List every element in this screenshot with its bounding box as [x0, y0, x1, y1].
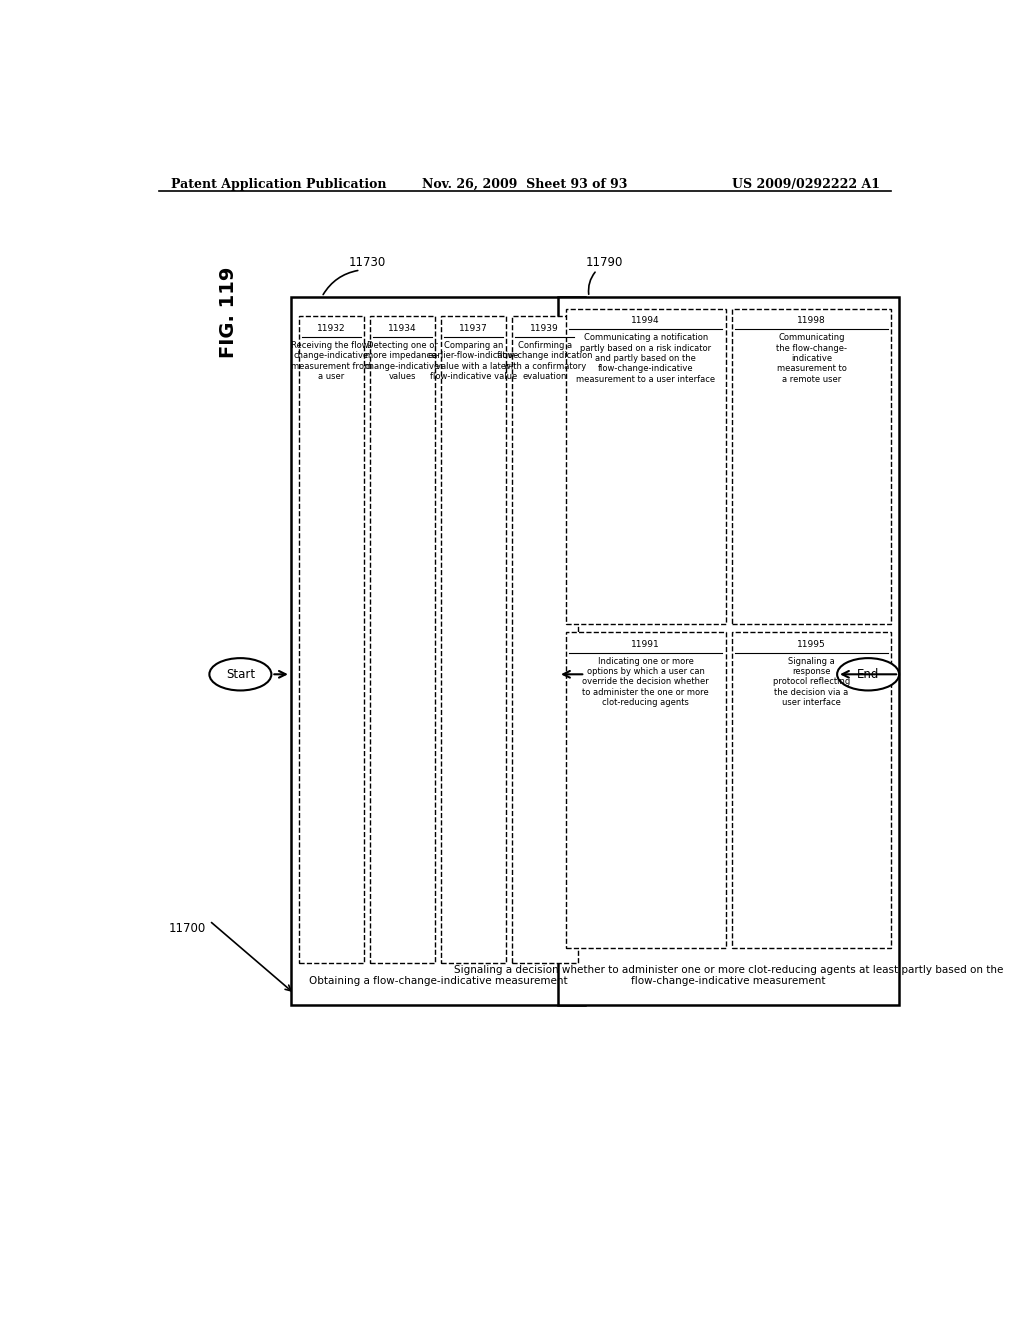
Text: Signaling a decision whether to administer one or more clot-reducing agents at l: Signaling a decision whether to administ…	[454, 965, 1004, 986]
Text: Communicating
the flow-change-
indicative
measurement to
a remote user: Communicating the flow-change- indicativ…	[776, 333, 847, 384]
Text: Receiving the flow-
change-indicative
measurement from
a user: Receiving the flow- change-indicative me…	[291, 341, 372, 381]
Text: 11730: 11730	[349, 256, 386, 269]
FancyBboxPatch shape	[566, 309, 726, 624]
Text: US 2009/0292222 A1: US 2009/0292222 A1	[732, 178, 880, 190]
Text: End: End	[857, 668, 880, 681]
Text: 11937: 11937	[459, 323, 487, 333]
FancyBboxPatch shape	[370, 317, 435, 964]
FancyBboxPatch shape	[558, 297, 899, 1006]
Text: Nov. 26, 2009  Sheet 93 of 93: Nov. 26, 2009 Sheet 93 of 93	[422, 178, 628, 190]
Ellipse shape	[838, 659, 899, 690]
Text: 11790: 11790	[586, 256, 623, 269]
Text: Signaling a
response
protocol reflecting
the decision via a
user interface: Signaling a response protocol reflecting…	[773, 656, 850, 708]
FancyBboxPatch shape	[732, 309, 891, 624]
Text: 11995: 11995	[797, 640, 826, 648]
Text: Patent Application Publication: Patent Application Publication	[171, 178, 386, 190]
Text: Detecting one or
more impedance-
change-indicative
values: Detecting one or more impedance- change-…	[365, 341, 440, 381]
Text: 11700: 11700	[168, 921, 206, 935]
Text: 11932: 11932	[317, 323, 346, 333]
Text: 11939: 11939	[530, 323, 559, 333]
Text: Obtaining a flow-change-indicative measurement: Obtaining a flow-change-indicative measu…	[308, 977, 567, 986]
FancyBboxPatch shape	[566, 632, 726, 948]
FancyBboxPatch shape	[732, 632, 891, 948]
Text: 11934: 11934	[388, 323, 417, 333]
Text: Comparing an
earlier-flow-indicative
value with a later-
flow-indicative value: Comparing an earlier-flow-indicative val…	[428, 341, 519, 381]
FancyBboxPatch shape	[440, 317, 507, 964]
FancyBboxPatch shape	[291, 297, 586, 1006]
Ellipse shape	[209, 659, 271, 690]
Text: 11991: 11991	[632, 640, 660, 648]
Text: 11994: 11994	[632, 317, 660, 325]
Text: Confirming a
flow-change indication
with a confirmatory
evaluation: Confirming a flow-change indication with…	[497, 341, 593, 381]
Text: 11998: 11998	[797, 317, 826, 325]
FancyBboxPatch shape	[512, 317, 578, 964]
FancyBboxPatch shape	[299, 317, 365, 964]
Text: FIG. 119: FIG. 119	[219, 267, 239, 358]
Text: Indicating one or more
options by which a user can
override the decision whether: Indicating one or more options by which …	[583, 656, 709, 708]
Text: Communicating a notification
partly based on a risk indicator
and partly based o: Communicating a notification partly base…	[577, 333, 715, 384]
Text: Start: Start	[226, 668, 255, 681]
